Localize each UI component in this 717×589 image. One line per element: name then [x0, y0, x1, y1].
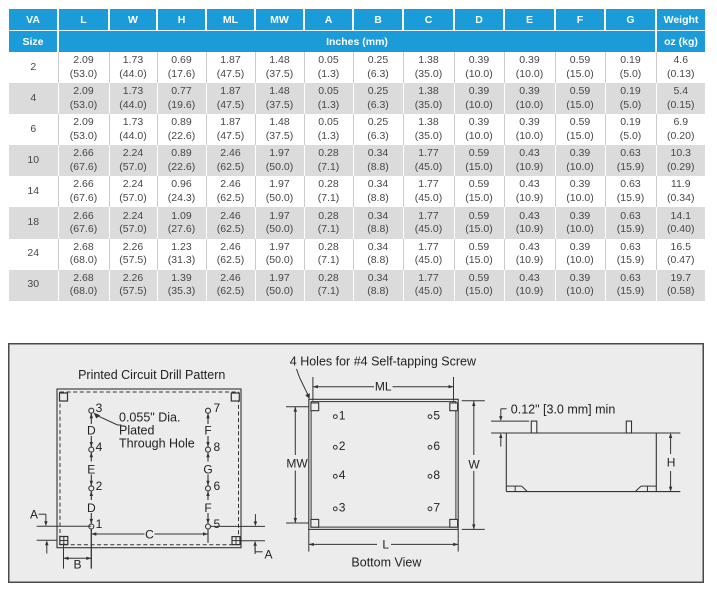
- svg-text:6: 6: [214, 479, 221, 493]
- svg-text:A: A: [30, 508, 38, 522]
- svg-text:0.12" [3.0 mm] min: 0.12" [3.0 mm] min: [511, 402, 616, 416]
- svg-text:4: 4: [339, 468, 346, 482]
- svg-text:F: F: [204, 423, 211, 437]
- svg-text:5: 5: [214, 517, 221, 531]
- svg-text:L: L: [382, 538, 389, 552]
- svg-text:E: E: [87, 462, 95, 476]
- svg-text:2: 2: [96, 479, 103, 493]
- svg-text:D: D: [87, 423, 96, 437]
- svg-text:5: 5: [433, 408, 440, 422]
- svg-text:Plated: Plated: [119, 423, 154, 437]
- svg-text:2: 2: [339, 439, 346, 453]
- svg-text:F: F: [204, 501, 211, 515]
- svg-text:3: 3: [96, 401, 103, 415]
- svg-text:B: B: [73, 557, 81, 571]
- svg-text:4 Holes for #4 Self-tapping Sc: 4 Holes for #4 Self-tapping Screw: [290, 354, 477, 368]
- svg-text:D: D: [87, 501, 96, 515]
- svg-text:C: C: [145, 527, 154, 541]
- svg-text:G: G: [203, 462, 212, 476]
- svg-text:0.055" Dia.: 0.055" Dia.: [119, 410, 180, 424]
- svg-text:8: 8: [214, 440, 221, 454]
- svg-text:1: 1: [96, 517, 103, 531]
- svg-text:7: 7: [214, 401, 221, 415]
- svg-text:H: H: [667, 455, 676, 469]
- svg-text:6: 6: [433, 439, 440, 453]
- svg-text:Through Hole: Through Hole: [119, 436, 195, 450]
- svg-text:W: W: [468, 457, 480, 471]
- svg-text:Printed Circuit Drill Pattern: Printed Circuit Drill Pattern: [78, 368, 225, 382]
- svg-text:A: A: [265, 547, 273, 561]
- svg-text:1: 1: [339, 408, 346, 422]
- svg-text:Bottom View: Bottom View: [351, 556, 422, 570]
- svg-text:3: 3: [339, 501, 346, 515]
- svg-text:7: 7: [433, 501, 440, 515]
- svg-text:8: 8: [433, 468, 440, 482]
- svg-text:ML: ML: [375, 380, 392, 394]
- svg-text:MW: MW: [286, 456, 308, 470]
- svg-text:4: 4: [96, 440, 103, 454]
